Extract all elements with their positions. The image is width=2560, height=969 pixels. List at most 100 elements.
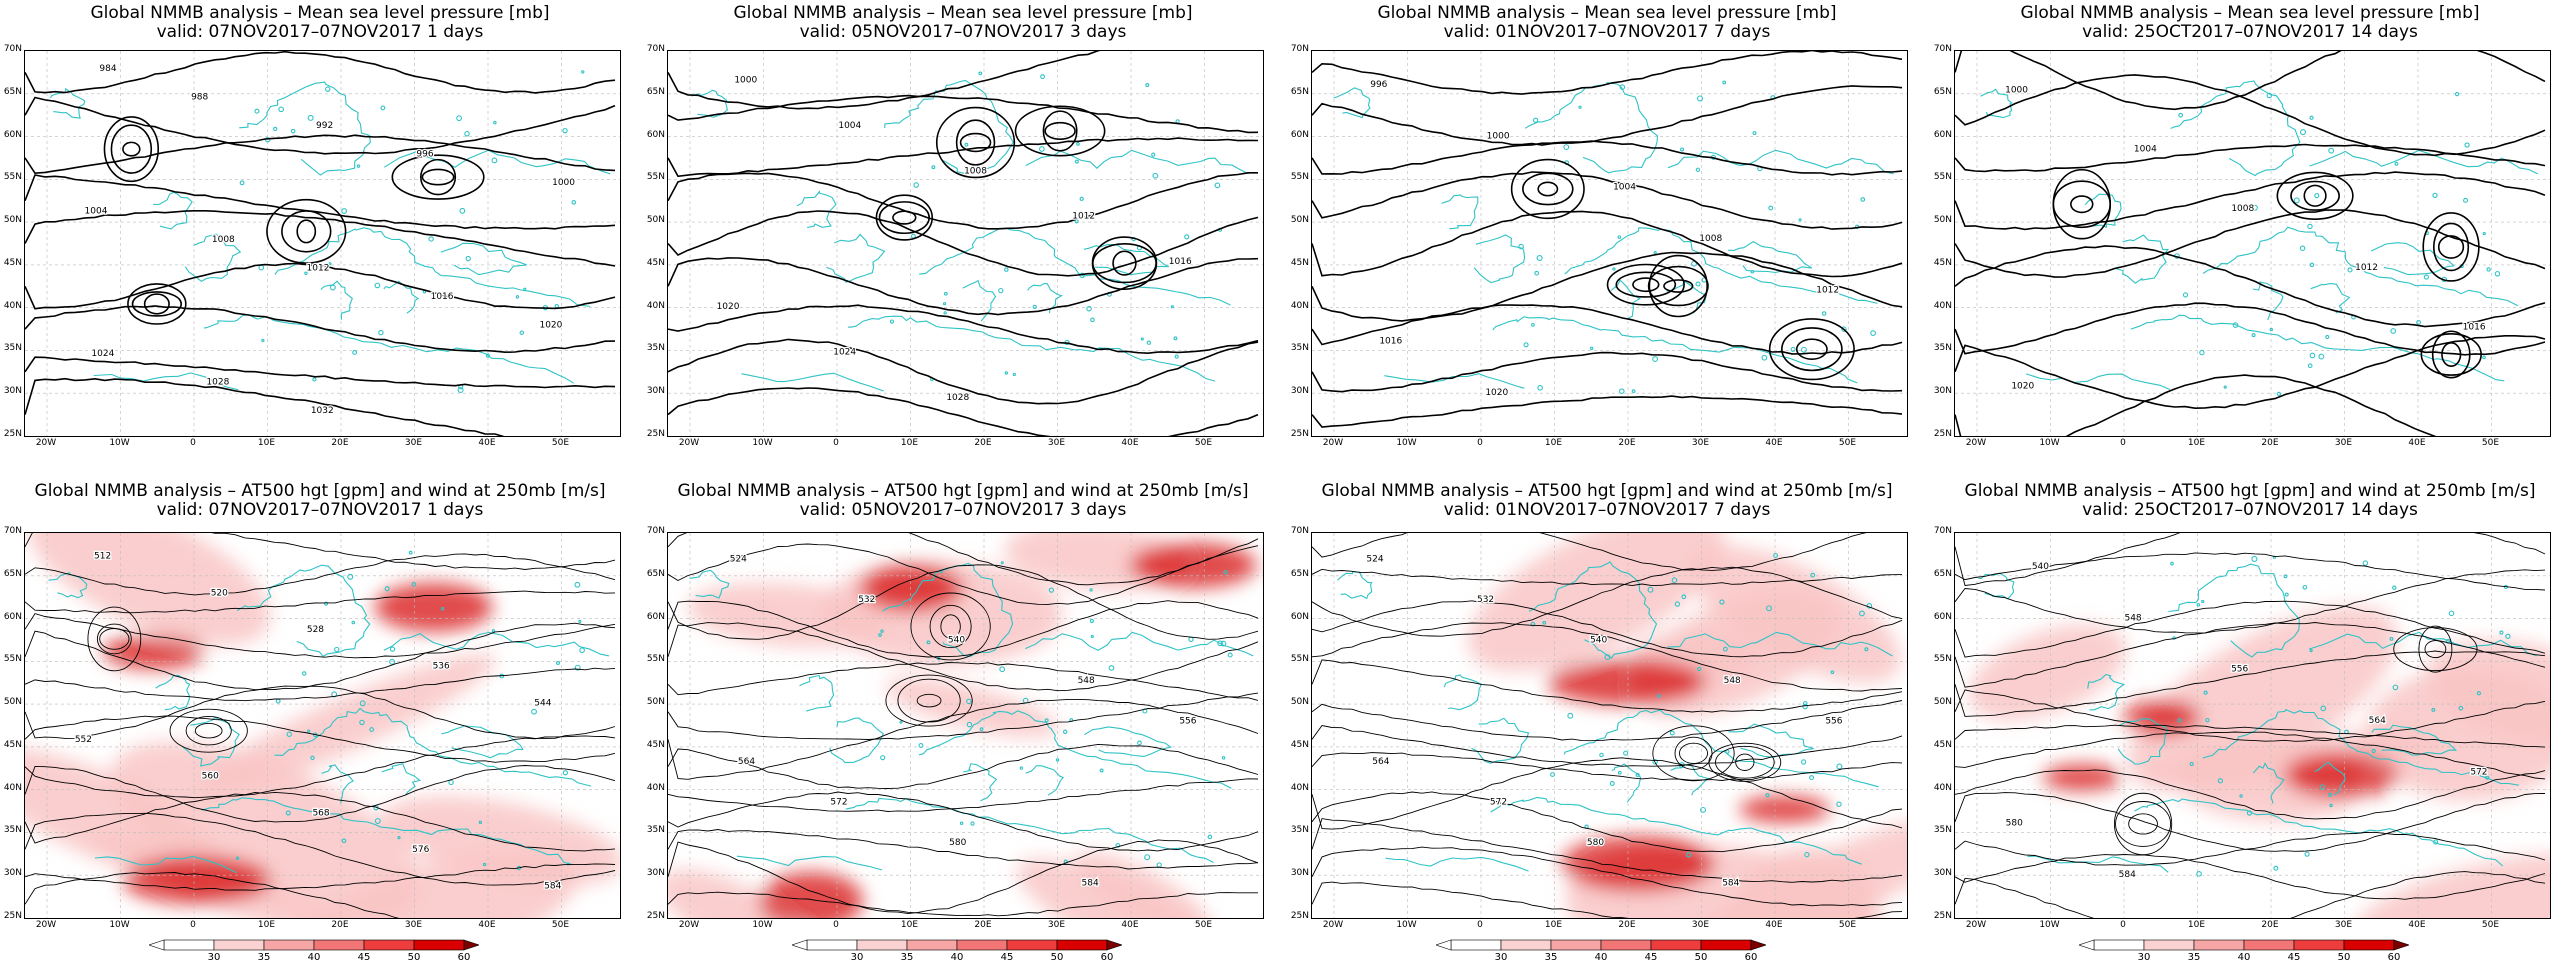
longitude-label: 10W [109, 438, 130, 448]
island [456, 115, 463, 122]
isobar [668, 891, 1258, 917]
island [1612, 267, 1616, 271]
latitude-label: 45N [1933, 257, 1952, 268]
island [931, 165, 936, 170]
longitude-label: 10W [109, 920, 130, 930]
map-panel: Global NMMB analysis – Mean sea level pr… [643, 0, 1283, 960]
closed-isobar [169, 708, 248, 753]
coastline [689, 569, 730, 599]
island [304, 271, 308, 275]
island [491, 629, 496, 633]
island [1534, 270, 1540, 276]
closed-isobar [1044, 121, 1076, 141]
island [1864, 647, 1869, 652]
island [1567, 712, 1574, 719]
coastline [2370, 242, 2455, 276]
closed-isobar [2420, 333, 2482, 376]
contour-labels: 540 548 556 564 572 580 584 [2004, 561, 2488, 882]
longitude-label: 0 [190, 920, 196, 930]
colorbar-swatch [1450, 939, 1502, 951]
island [1531, 322, 1535, 327]
latitude-label: 40N [3, 782, 22, 793]
isobar [668, 304, 1259, 355]
longitude-label: 20E [2261, 438, 2279, 448]
contour-label: 580 [949, 838, 966, 848]
closed-isobar [421, 168, 455, 186]
contour-label: 556 [2231, 665, 2248, 675]
isobar [668, 387, 1259, 436]
longitude-label: 50E [551, 438, 570, 448]
island [1623, 750, 1629, 756]
island [1680, 147, 1685, 152]
colorbar-label: 50 [1694, 952, 1708, 963]
longitude-label: 0 [833, 438, 839, 448]
closed-isobar [131, 291, 183, 317]
island [369, 727, 375, 732]
closed-isobar [1768, 318, 1855, 381]
contour-label: 1000 [1487, 131, 1510, 141]
contour-label: 1000 [734, 76, 757, 86]
latitude-label: 60N [1290, 611, 1309, 622]
island [2223, 385, 2227, 389]
island [1532, 117, 1539, 123]
panel-title: Global NMMB analysis – AT500 hgt [gpm] a… [34, 481, 606, 501]
longitude-label: 10W [2039, 438, 2060, 448]
contour-label: 540 [948, 635, 965, 645]
coastline [2130, 314, 2505, 382]
island [574, 664, 581, 671]
latitude-label: 25N [3, 911, 22, 921]
colorbar: 30 35 40 45 50 60 [792, 939, 1122, 969]
island [999, 666, 1006, 673]
contour-labels: 512 520 528 536 544 552 560 568 576 584 [74, 550, 563, 892]
contour-label: 556 [1179, 716, 1196, 726]
island [2328, 147, 2335, 154]
coastline [1337, 571, 1373, 600]
coastline [962, 279, 997, 322]
island [2269, 327, 2273, 332]
colorbar-label: 30 [1494, 952, 1508, 963]
isobar [668, 839, 1259, 915]
longitude-label: 40E [2408, 438, 2426, 448]
contour-label: 584 [2119, 870, 2136, 880]
island [493, 120, 497, 125]
closed-isobar [2128, 813, 2158, 835]
island [1686, 852, 1692, 858]
latitude-label: 50N [3, 697, 22, 708]
island [1619, 84, 1626, 90]
island [2299, 245, 2306, 251]
isobar [25, 377, 505, 436]
island [2327, 792, 2333, 797]
island [389, 646, 396, 652]
island [1647, 586, 1654, 593]
longitude-label: 30E [404, 920, 423, 930]
island [1652, 758, 1658, 765]
island [1836, 763, 1843, 770]
island [2302, 584, 2308, 590]
longitude-label: 0 [2120, 920, 2126, 930]
latitude-label: 40N [1933, 300, 1952, 311]
closed-isobar [1795, 338, 1828, 360]
island [1836, 801, 1842, 807]
colorbar-swatch [1700, 939, 1752, 951]
island [1174, 354, 1179, 359]
colorbar-arrow-right [463, 939, 479, 951]
island [1188, 636, 1194, 642]
island [254, 108, 260, 114]
contour-labels: 1000 1004 1008 1012 1016 1020 [2004, 84, 2487, 393]
island [1671, 577, 1678, 584]
latitude-label: 50N [1933, 215, 1952, 226]
island [1719, 599, 1725, 605]
colorbar-swatch [363, 939, 415, 951]
isobar [25, 553, 616, 596]
colorbar-arrow-left [2079, 939, 2095, 951]
isobar [1312, 51, 1903, 95]
latitude-label: 50N [3, 215, 22, 226]
island [1635, 772, 1640, 778]
coastline [2117, 718, 2168, 765]
coastline [2168, 563, 2300, 658]
latitude-label: 50N [1933, 697, 1952, 708]
contour-label: 536 [433, 662, 450, 672]
isobar [1955, 871, 2546, 918]
coastline [441, 725, 524, 759]
coastline [153, 191, 193, 230]
